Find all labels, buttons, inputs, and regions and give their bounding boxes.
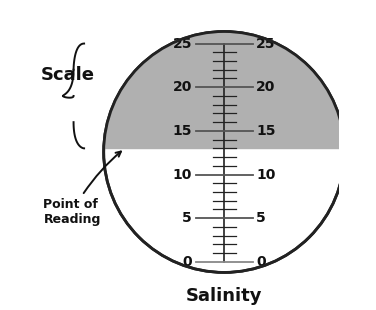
Circle shape — [104, 32, 344, 272]
Bar — [101, 16, 348, 148]
Text: 15: 15 — [256, 124, 276, 138]
Text: 20: 20 — [256, 80, 276, 94]
Text: Salinity: Salinity — [186, 287, 262, 305]
Text: 0: 0 — [256, 255, 266, 269]
Text: 0: 0 — [182, 255, 192, 269]
Text: 25: 25 — [256, 37, 276, 51]
Text: 5: 5 — [256, 211, 266, 225]
Text: 15: 15 — [173, 124, 192, 138]
Text: 10: 10 — [173, 167, 192, 182]
Text: 10: 10 — [256, 167, 276, 182]
Text: 25: 25 — [173, 37, 192, 51]
Text: Point of
Reading: Point of Reading — [44, 152, 121, 226]
Text: 20: 20 — [173, 80, 192, 94]
Text: Scale: Scale — [41, 66, 94, 84]
Text: 5: 5 — [182, 211, 192, 225]
